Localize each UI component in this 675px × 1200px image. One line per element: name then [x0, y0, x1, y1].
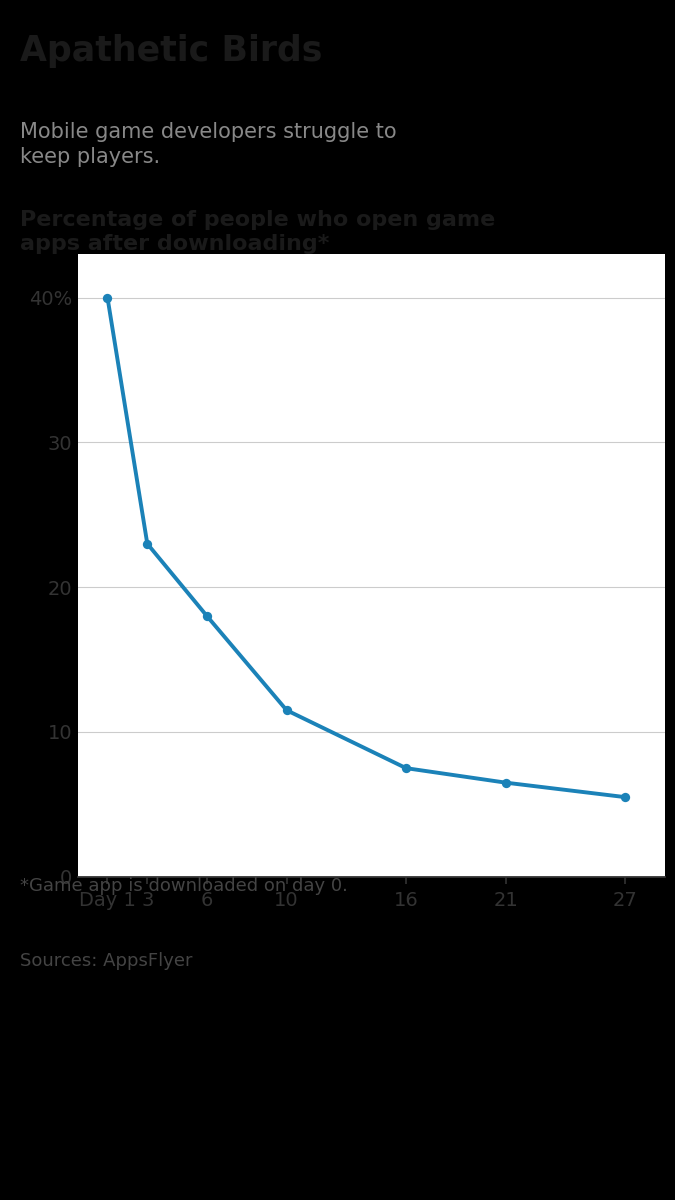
Point	[401, 758, 412, 778]
Text: Mobile game developers struggle to
keep players.: Mobile game developers struggle to keep …	[20, 122, 397, 168]
Text: Percentage of people who open game
apps after downloading*: Percentage of people who open game apps …	[20, 210, 495, 254]
Point	[500, 773, 511, 792]
Text: Sources: AppsFlyer: Sources: AppsFlyer	[20, 953, 193, 971]
Point	[102, 288, 113, 307]
Text: *Game app is downloaded on day 0.: *Game app is downloaded on day 0.	[20, 877, 348, 895]
Point	[202, 606, 213, 625]
Point	[281, 701, 292, 720]
Point	[620, 787, 630, 806]
Text: Apathetic Birds: Apathetic Birds	[20, 34, 323, 67]
Point	[142, 534, 153, 553]
